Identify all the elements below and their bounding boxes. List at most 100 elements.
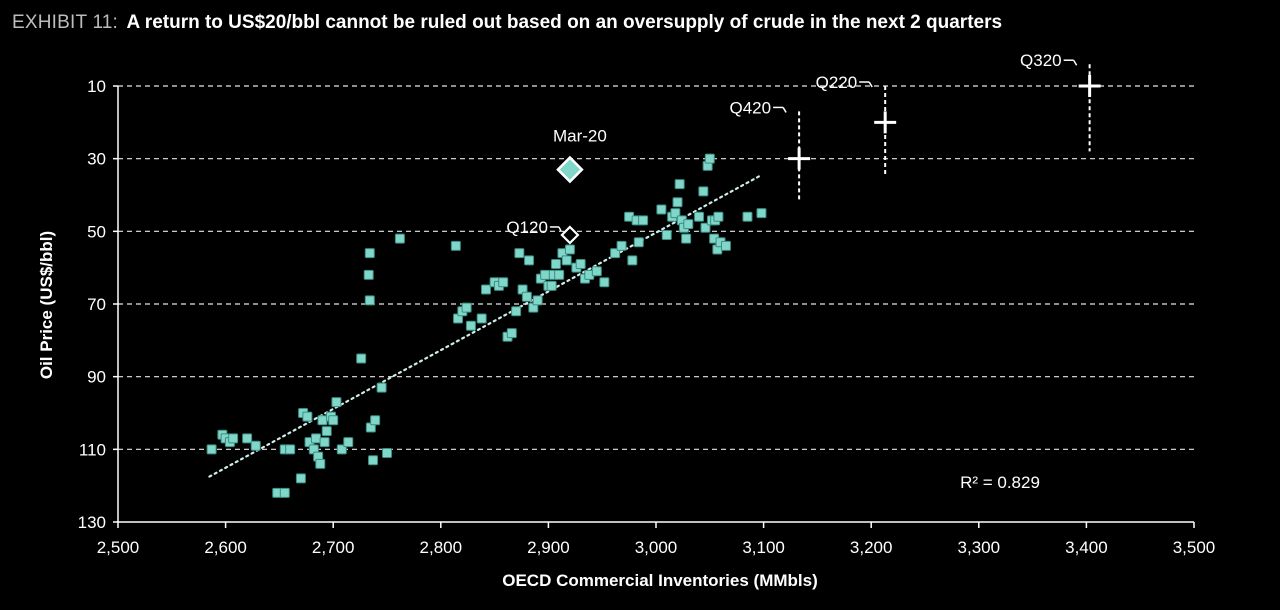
data-point	[363, 269, 374, 280]
x-tick-label: 2,800	[420, 538, 463, 557]
data-point	[356, 353, 367, 364]
data-point	[564, 244, 575, 255]
data-point	[638, 215, 649, 226]
y-tick-label: 50	[87, 222, 106, 241]
data-point	[331, 397, 342, 408]
data-point	[461, 302, 472, 313]
data-point	[376, 382, 387, 393]
forecast-markers: Q420 Q220 Q320	[730, 51, 1101, 203]
data-point	[575, 259, 586, 270]
data-point	[698, 186, 709, 197]
r-squared-label: R² = 0.829	[960, 473, 1040, 492]
data-point	[368, 455, 379, 466]
data-point	[382, 447, 392, 458]
data-point	[627, 255, 638, 266]
data-point	[206, 444, 217, 455]
gridlines	[118, 85, 1194, 450]
exhibit-label: EXHIBIT 11:	[12, 12, 119, 33]
leader-line	[868, 81, 873, 88]
leader-line	[558, 226, 562, 232]
forecast-label: Q220	[816, 73, 858, 92]
data-point	[674, 179, 685, 190]
data-point	[670, 208, 681, 219]
data-point	[540, 269, 551, 280]
y-axis-title: Oil Price (US$/bbl)	[37, 231, 56, 379]
data-point	[328, 415, 339, 426]
y-tick-label: 110	[79, 440, 106, 459]
data-point	[364, 248, 375, 259]
x-tick-label: 3,300	[958, 538, 1001, 557]
data-point	[295, 473, 306, 484]
data-point	[321, 426, 332, 437]
x-tick-label: 2,700	[312, 538, 355, 557]
x-tick-label: 2,900	[527, 538, 570, 557]
data-point	[498, 277, 509, 288]
x-tick-label: 2,600	[204, 538, 247, 557]
data-point	[683, 219, 694, 230]
data-point	[672, 197, 683, 208]
data-point	[532, 295, 543, 306]
forecast-label: Q320	[1020, 51, 1062, 70]
data-point	[514, 248, 525, 259]
data-point	[656, 204, 667, 215]
data-point	[310, 433, 321, 444]
data-point	[319, 437, 330, 448]
data-point	[591, 266, 602, 277]
data-point	[465, 320, 476, 331]
data-point	[756, 208, 767, 219]
forecast-label: Q420	[730, 98, 772, 117]
y-tick-label: 10	[87, 77, 106, 96]
data-point	[550, 259, 561, 270]
data-point	[250, 440, 261, 451]
data-point	[521, 291, 532, 302]
data-point	[704, 153, 715, 164]
x-tick-label: 3,500	[1173, 538, 1216, 557]
highlight-label: Mar-20	[553, 127, 607, 146]
x-tick-label: 3,200	[850, 538, 893, 557]
axes: 10 30 50 70 90 110 130 2,500 2,600 2,700 2,800 2,90…	[78, 77, 1216, 557]
y-tick-label: 130	[78, 513, 106, 532]
highlight-label: Q120	[506, 218, 548, 237]
data-point	[742, 211, 753, 222]
data-point	[279, 487, 290, 498]
y-tick-label: 90	[87, 368, 106, 387]
exhibit-header: EXHIBIT 11: A return to US$20/bbl cannot…	[12, 12, 1002, 42]
data-point	[554, 269, 565, 280]
x-tick-label: 2,500	[97, 538, 140, 557]
data-point	[616, 240, 627, 251]
data-point	[599, 277, 610, 288]
x-tick-label: 3,000	[635, 538, 678, 557]
data-point	[285, 444, 296, 455]
highlight-markers: Mar-20 Q120	[506, 127, 607, 245]
data-point	[506, 328, 517, 339]
data-point	[394, 233, 405, 244]
data-point	[524, 255, 535, 266]
data-point	[561, 255, 572, 266]
data-point	[242, 433, 253, 444]
data-point	[315, 458, 326, 469]
data-point	[511, 306, 522, 317]
data-point	[480, 284, 491, 295]
data-point	[364, 295, 375, 306]
chart-title: A return to US$20/bbl cannot be ruled ou…	[126, 12, 1003, 33]
trendline	[208, 173, 763, 478]
data-point	[476, 313, 487, 324]
data-point	[450, 240, 461, 251]
data-point	[694, 211, 705, 222]
data-point	[228, 433, 239, 444]
data-point	[343, 437, 354, 448]
x-axis-title: OECD Commercial Inventories (MMbls)	[502, 571, 818, 590]
data-point	[681, 233, 692, 244]
trendline-group	[208, 173, 763, 478]
data-point	[370, 415, 381, 426]
data-points	[206, 153, 767, 498]
data-point	[610, 248, 621, 259]
data-point	[720, 240, 731, 251]
x-tick-label: 3,400	[1065, 538, 1108, 557]
highlight-point-mar20	[556, 155, 584, 184]
data-point	[302, 411, 313, 422]
y-tick-label: 30	[87, 150, 106, 169]
leader-line	[782, 107, 787, 113]
data-point	[546, 280, 557, 291]
